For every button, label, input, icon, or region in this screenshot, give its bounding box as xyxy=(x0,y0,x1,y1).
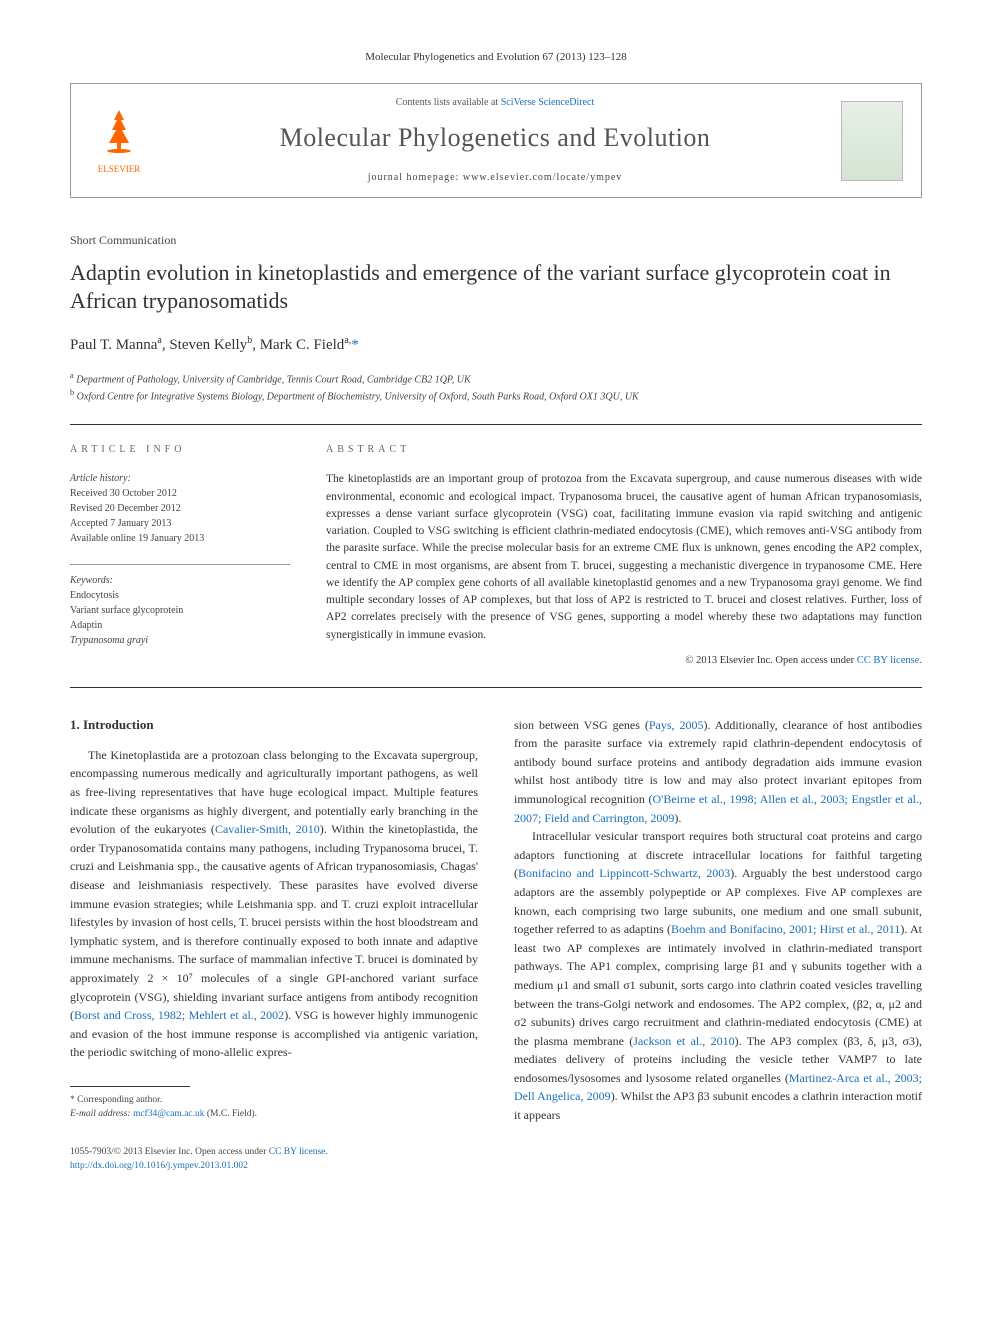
author-list: Paul T. Mannaa, Steven Kellyb, Mark C. F… xyxy=(70,334,922,356)
body-column-left: The Kinetoplastida are a protozoan class… xyxy=(70,746,478,1062)
elsevier-label: ELSEVIER xyxy=(89,163,149,176)
article-type: Short Communication xyxy=(70,232,922,249)
contents-line: Contents lists available at SciVerse Sci… xyxy=(149,96,841,110)
license-prefix: Open access under xyxy=(775,655,856,666)
article-history: Article history: Received 30 October 201… xyxy=(70,471,290,546)
footer-left: 1055-7903/© 2013 Elsevier Inc. Open acce… xyxy=(70,1145,328,1174)
footer-issn-copyright: 1055-7903/© 2013 Elsevier Inc. xyxy=(70,1147,195,1157)
license-link[interactable]: CC BY license. xyxy=(857,655,922,666)
keywords-label: Keywords: xyxy=(70,573,290,588)
history-received: Received 30 October 2012 xyxy=(70,486,290,501)
corresponding-marker-link[interactable]: * xyxy=(351,337,359,353)
aff-sup-a: a xyxy=(70,371,74,380)
aff-text-a: Department of Pathology, University of C… xyxy=(76,374,470,385)
footer-license-prefix: Open access under xyxy=(195,1147,269,1157)
contents-prefix: Contents lists available at xyxy=(396,97,501,108)
keyword-3: Trypanosoma grayi xyxy=(70,633,290,648)
doi-prefix: http://dx.doi.org/ xyxy=(70,1161,134,1171)
copyright-text: © 2013 Elsevier Inc. xyxy=(686,655,776,666)
ref-boehm[interactable]: Boehm and Bonifacino, 2001; Hirst et al.… xyxy=(671,922,900,936)
col1-text-b: ). Within the kinetoplastida, the order … xyxy=(70,822,478,1022)
body-column-right: sion between VSG genes (Pays, 2005). Add… xyxy=(514,716,922,1125)
divider-top xyxy=(70,424,922,425)
ref-bonifacino[interactable]: Bonifacino and Lippincott-Schwartz, 2003 xyxy=(518,866,730,880)
article-info-label: ARTICLE INFO xyxy=(70,443,290,457)
publisher-banner: ELSEVIER Contents lists available at Sci… xyxy=(70,83,922,197)
col2-p1-c: ). xyxy=(674,811,681,825)
abstract-text: The kinetoplastids are an important grou… xyxy=(326,471,922,644)
doi-value: 10.1016/j.ympev.2013.01.002 xyxy=(134,1161,248,1171)
keyword-2: Adaptin xyxy=(70,618,290,633)
elsevier-tree-icon xyxy=(94,105,144,155)
ref-pays[interactable]: Pays, 2005 xyxy=(649,718,704,732)
homepage-line: journal homepage: www.elsevier.com/locat… xyxy=(149,171,841,185)
history-revised: Revised 20 December 2012 xyxy=(70,501,290,516)
page-footer: 1055-7903/© 2013 Elsevier Inc. Open acce… xyxy=(70,1145,922,1174)
info-divider xyxy=(70,564,290,565)
email-label: E-mail address: xyxy=(70,1109,133,1119)
corresponding-footnote: * Corresponding author. E-mail address: … xyxy=(70,1093,478,1122)
homepage-url: www.elsevier.com/locate/ympev xyxy=(463,172,622,183)
footer-license-link[interactable]: CC BY license. xyxy=(269,1147,328,1157)
article-title: Adaptin evolution in kinetoplastids and … xyxy=(70,259,922,316)
affiliation-a: a Department of Pathology, University of… xyxy=(70,370,922,387)
journal-name: Molecular Phylogenetics and Evolution xyxy=(149,120,841,156)
col2-p1-a: sion between VSG genes ( xyxy=(514,718,649,732)
journal-cover-thumbnail xyxy=(841,101,903,181)
history-label: Article history: xyxy=(70,471,290,486)
aff-text-b: Oxford Centre for Integrative Systems Bi… xyxy=(77,391,639,402)
email-link[interactable]: mcf34@cam.ac.uk xyxy=(133,1109,205,1119)
affiliation-b: b Oxford Centre for Integrative Systems … xyxy=(70,387,922,404)
section-1-heading: 1. Introduction xyxy=(70,716,478,734)
keywords-block: Keywords: Endocytosis Variant surface gl… xyxy=(70,573,290,648)
keyword-0: Endocytosis xyxy=(70,588,290,603)
keyword-1: Variant surface glycoprotein xyxy=(70,603,290,618)
ref-cavalier-smith[interactable]: Cavalier-Smith, 2010 xyxy=(215,822,320,836)
aff-sup-b: b xyxy=(70,388,74,397)
email-suffix: (M.C. Field). xyxy=(205,1109,258,1119)
ref-borst-mehlert[interactable]: Borst and Cross, 1982; Mehlert et al., 2… xyxy=(74,1008,284,1022)
homepage-prefix: journal homepage: xyxy=(368,172,463,183)
elsevier-logo: ELSEVIER xyxy=(89,105,149,175)
sciencedirect-link[interactable]: SciVerse ScienceDirect xyxy=(501,97,595,108)
divider-bottom xyxy=(70,687,922,688)
history-accepted: Accepted 7 January 2013 xyxy=(70,516,290,531)
col2-p2-c: ). At least two AP complexes are intimat… xyxy=(514,922,922,1048)
citation-header: Molecular Phylogenetics and Evolution 67… xyxy=(70,50,922,65)
affiliations: a Department of Pathology, University of… xyxy=(70,370,922,405)
author-names: Paul T. Mannaa, Steven Kellyb, Mark C. F… xyxy=(70,337,351,353)
footnote-divider xyxy=(70,1086,190,1087)
ref-jackson[interactable]: Jackson et al., 2010 xyxy=(633,1034,734,1048)
abstract-label: ABSTRACT xyxy=(326,443,922,457)
corr-author-label: * Corresponding author. xyxy=(70,1093,478,1107)
doi-link[interactable]: http://dx.doi.org/10.1016/j.ympev.2013.0… xyxy=(70,1161,248,1171)
copyright-line: © 2013 Elsevier Inc. Open access under C… xyxy=(326,654,922,669)
history-online: Available online 19 January 2013 xyxy=(70,531,290,546)
